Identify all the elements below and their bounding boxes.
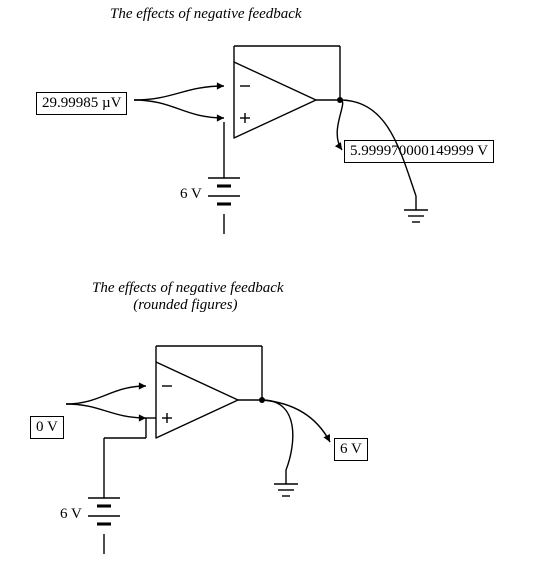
page-root: The effects of negative feedback The eff… xyxy=(0,0,546,570)
circuit-svg xyxy=(0,0,546,570)
